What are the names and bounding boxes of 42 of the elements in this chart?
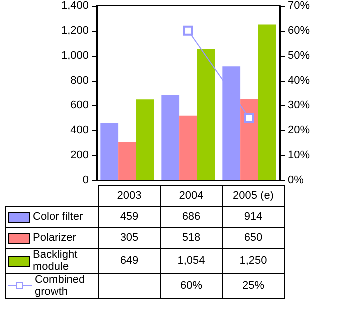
bar	[162, 94, 180, 180]
data-label: 649	[98, 248, 160, 274]
data-label: 686	[160, 206, 222, 228]
y-tick-label: 400	[70, 124, 89, 137]
data-label: 650	[222, 228, 284, 248]
legend-label: Backlight module	[33, 249, 79, 273]
y2-tick-label: 10%	[288, 150, 310, 162]
y2-tick-label: 0%	[288, 174, 304, 186]
legend-label: Polarizer	[33, 232, 78, 244]
bar	[118, 142, 136, 180]
x-tick-label: 2005 (e)	[222, 186, 284, 206]
data-label: 25%	[222, 274, 284, 298]
data-label: 305	[98, 228, 160, 248]
y2-tick-label: 20%	[288, 124, 310, 137]
y-tick-label: 1,400	[61, 0, 89, 12]
y2-tick-label: 40%	[288, 74, 310, 87]
bar	[197, 49, 216, 180]
data-label: 459	[98, 206, 160, 228]
bar	[258, 24, 276, 180]
y-tick-label: 1,000	[61, 50, 89, 62]
y-tick-label: 200	[70, 150, 89, 162]
y2-tick-label: 50%	[288, 50, 310, 62]
data-label: 518	[160, 228, 222, 248]
y2-tick-label: 60%	[288, 24, 310, 37]
bar	[240, 99, 258, 180]
legend-label: Color filter	[33, 211, 84, 223]
bar	[136, 100, 154, 180]
data-label: 914	[222, 206, 284, 228]
data-label: 60%	[160, 274, 222, 298]
x-tick-label: 2004	[160, 186, 222, 206]
legend-label: Combined growth	[35, 274, 86, 298]
x-tick-label: 2003	[98, 186, 160, 206]
bar	[180, 116, 198, 180]
data-label: 1,250	[222, 248, 284, 274]
y-tick-label: 0	[82, 174, 89, 186]
y-tick-label: 600	[70, 100, 89, 112]
y2-tick-label: 70%	[288, 0, 310, 12]
y2-tick-label: 30%	[288, 100, 310, 112]
data-label: 1,054	[160, 248, 222, 274]
y-tick-label: 800	[70, 74, 89, 87]
bar	[100, 123, 119, 180]
y-tick-label: 1,200	[61, 24, 89, 37]
